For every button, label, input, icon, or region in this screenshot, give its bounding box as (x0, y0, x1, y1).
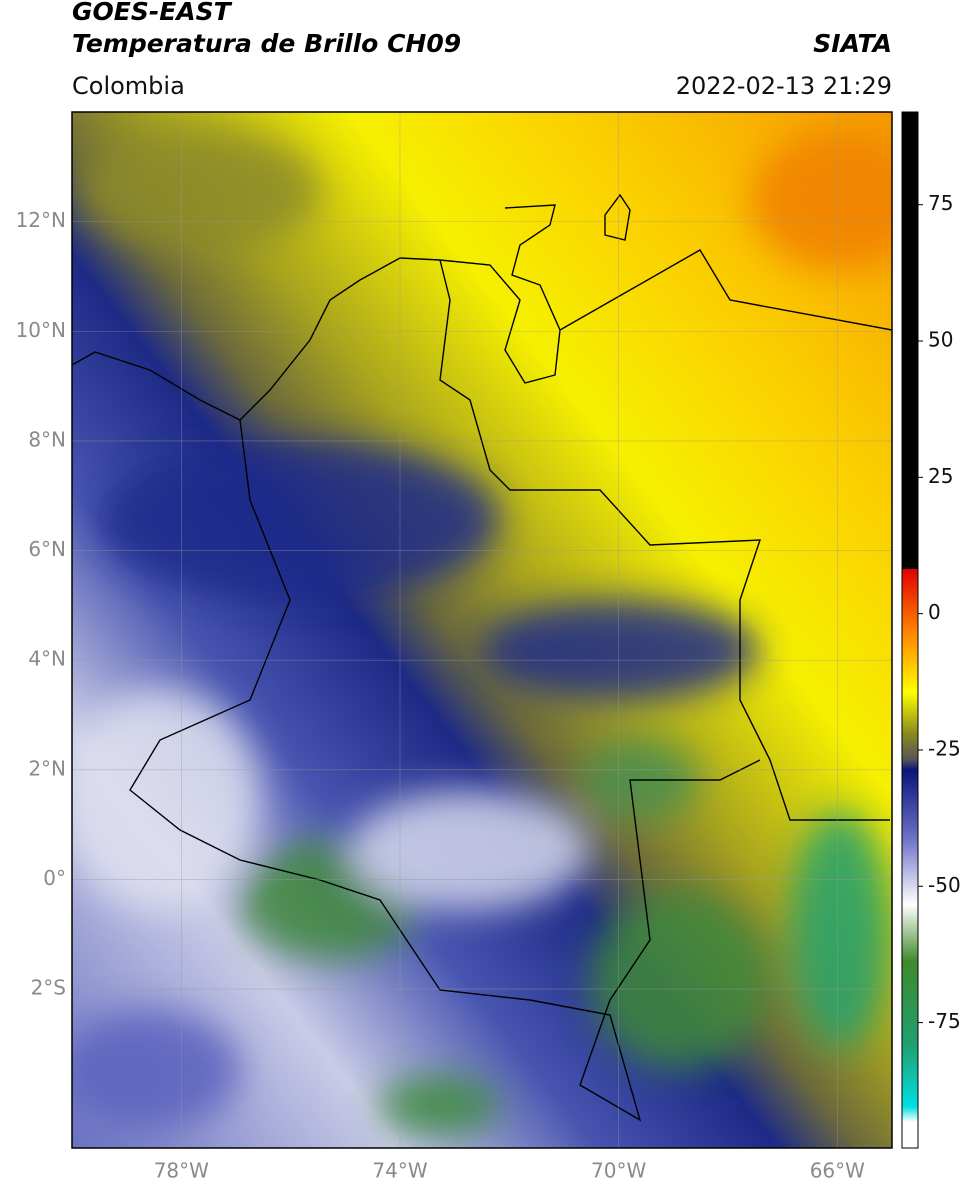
title: GOES-EAST (72, 0, 233, 26)
lon-tick-label: 66°W (810, 1159, 865, 1183)
lat-tick-label: 10°N (16, 318, 66, 342)
colorbar-tick-label: -75 (928, 1009, 961, 1033)
lat-tick-label: 0° (43, 866, 66, 890)
lon-tick-label: 78°W (154, 1159, 209, 1183)
lat-tick-label: 12°N (16, 208, 66, 232)
map-frame (71, 111, 893, 1149)
lat-tick-label: 2°S (31, 976, 66, 1000)
colorbar (901, 111, 919, 1149)
lon-tick-label: 74°W (372, 1159, 427, 1183)
colorbar-tick-label: 50 (928, 328, 953, 352)
source: SIATA (813, 29, 892, 58)
satellite-image (72, 112, 892, 1148)
lat-tick-label: 4°N (28, 647, 66, 671)
lat-tick-label: 8°N (28, 427, 66, 451)
timestamp: 2022-02-13 21:29 (676, 72, 892, 100)
region: Colombia (72, 72, 185, 100)
colorbar-tick-label: -25 (928, 736, 961, 760)
colorbar-tick-label: 25 (928, 464, 953, 488)
lon-tick-label: 70°W (591, 1159, 646, 1183)
colorbar-tick-label: -50 (928, 873, 961, 897)
borders (72, 193, 892, 1122)
lat-tick-label: 6°N (28, 537, 66, 561)
graticule (72, 112, 892, 1148)
colorbar-tick-label: 0 (928, 600, 941, 624)
colorbar-tick-label: 75 (928, 191, 953, 215)
lat-tick-label: 2°N (28, 756, 66, 780)
subtitle: Temperatura de Brillo CH09 (72, 29, 461, 58)
